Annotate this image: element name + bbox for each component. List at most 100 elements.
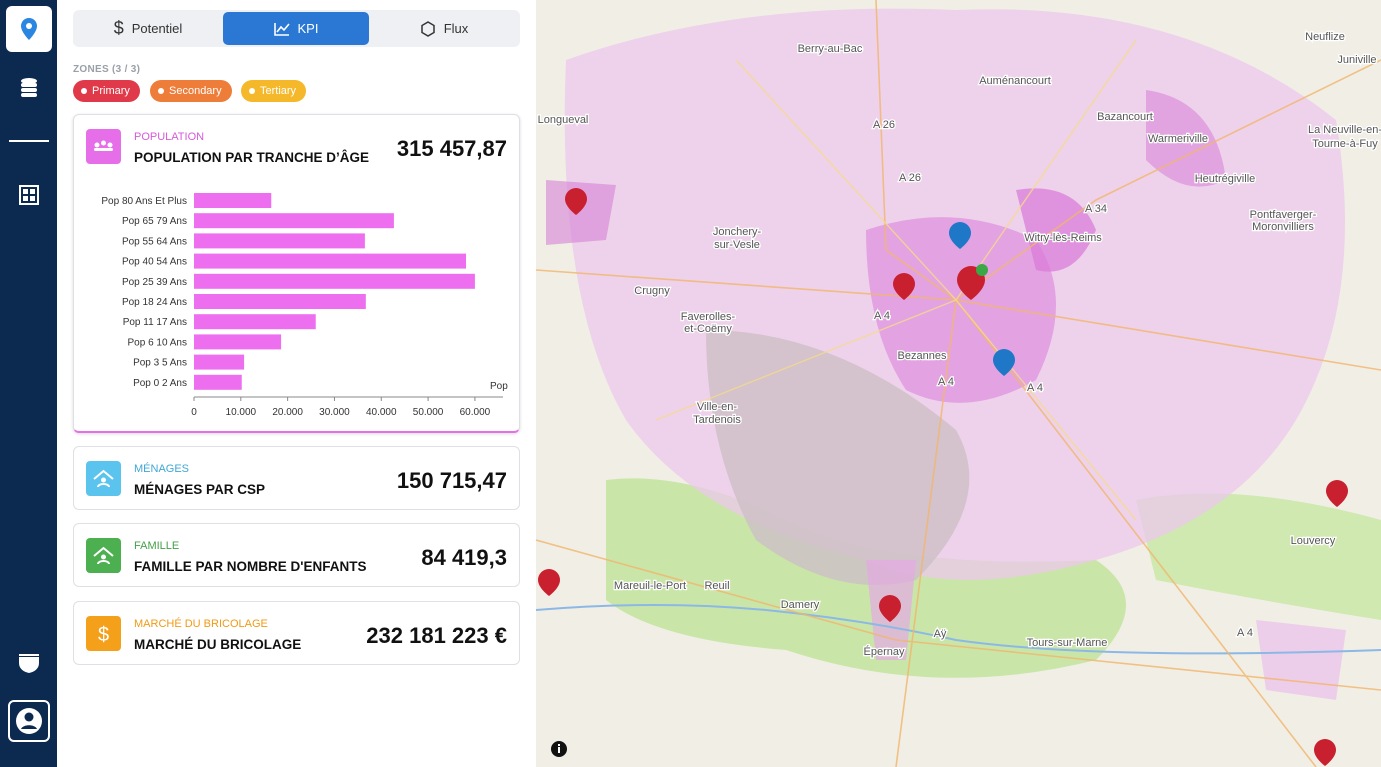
x-tick-label: 10,000 [226,407,257,415]
dashboard-nav-button[interactable] [6,172,52,218]
y-tick-label: Pop 80 Ans Et Plus [101,196,187,207]
kpi-card[interactable]: $ MARCHÉ DU BRICOLAGE MARCHÉ DU BRICOLAG… [73,601,520,665]
kpi-card[interactable]: POPULATION POPULATION PAR TRANCHE D’ÂGE … [73,114,520,433]
card-title: MÉNAGES PAR CSP [134,482,266,497]
store-marker[interactable] [957,266,985,300]
map-canvas: Berry-au-Bac Neuflize Juniville Auménancour… [536,0,1381,767]
y-tick-label: Pop 11 17 Ans [123,317,187,328]
age-bar-chart: Pop 80 Ans Et Plus Pop 65 79 Ans Pop 55 64… [101,193,508,415]
card-value: 150 715,47 [396,468,507,493]
place-label: et-Coëmy [684,323,732,335]
place-label: Mareuil-le-Port [614,580,686,592]
zone-pill[interactable]: Primary [73,80,140,102]
tab[interactable]: KPI [223,12,369,45]
store-marker[interactable] [538,569,560,596]
map[interactable]: Berry-au-Bac Neuflize Juniville Auménancour… [536,0,1381,767]
place-label: Moronvilliers [1252,221,1314,233]
card-value: 84 419,3 [421,545,507,570]
x-tick-label: 0 [191,407,197,415]
bar [194,253,467,269]
y-tick-label: Pop 65 79 Ans [122,216,187,227]
place-label: Juniville [1337,54,1376,66]
card-category: POPULATION [134,131,205,143]
y-tick-label: Pop 55 64 Ans [122,236,187,247]
shield-icon [19,654,39,673]
place-label: Louvercy [1291,535,1336,547]
card-icon [86,538,121,573]
tab-bar: $ Potentiel KPI Flux [73,10,520,47]
card-title: POPULATION PAR TRANCHE D’ÂGE [134,150,370,165]
zone-pill[interactable]: Tertiary [241,80,307,102]
bar [194,374,242,390]
bar [194,354,245,370]
place-label: Faverolles- [681,311,736,323]
hexagon-icon [420,20,435,37]
place-label: Tardenois [693,414,741,426]
store-marker[interactable] [565,188,587,215]
card-value: 315 457,87 [396,136,507,161]
bar [194,314,316,330]
place-label: Damery [781,599,820,611]
y-tick-label: Pop 3 5 Ans [133,358,187,369]
map-labels: Berry-au-Bac Neuflize Juniville Auménancour… [536,30,1381,660]
card-title: MARCHÉ DU BRICOLAGE [134,637,302,652]
place-label: Neuflize [1305,31,1345,43]
store-marker[interactable] [893,273,915,300]
card-icon: $ [86,616,121,651]
profile-button[interactable] [8,700,50,742]
place-label: Tourne-à-Fuy [1312,138,1378,150]
tab-label: Potentiel [131,21,183,36]
bar [194,213,394,229]
zone-name: Primary [92,85,130,97]
card-icon [86,461,121,496]
x-axis-label: Pop [490,381,508,392]
place-label: Auménancourt [979,75,1051,87]
map-nav-button[interactable] [6,6,52,52]
store-marker[interactable] [949,222,971,249]
user-icon [16,708,42,734]
road-label: A 4 [1027,382,1043,394]
tab[interactable]: Flux [371,12,517,45]
chart-icon [273,22,290,36]
place-label: Bazancourt [1097,111,1153,123]
road-label: A 4 [1237,627,1253,639]
badge-nav-button[interactable] [6,640,52,686]
map-background [536,0,1381,767]
x-tick-label: 60,000 [460,407,491,415]
svg-text:$: $ [98,624,109,646]
tab[interactable]: $ Potentiel [113,18,183,38]
store-marker[interactable] [993,349,1015,376]
card-category: MARCHÉ DU BRICOLAGE [134,618,268,630]
kpi-panel: $ Potentiel KPI Flux ZONES (3 / 3) Primar… [57,0,536,767]
sidebar-nav [0,0,57,767]
zone-name: Secondary [169,85,222,97]
card-category: FAMILLE [134,540,180,552]
kpi-card[interactable]: FAMILLE FAMILLE PAR NOMBRE D'ENFANTS 84 … [73,523,520,587]
map-markers [538,188,1348,766]
road-label: A 4 [938,376,954,388]
place-label: Witry-lès-Reims [1024,232,1102,244]
data-nav-button[interactable] [6,64,52,110]
card-category: MÉNAGES [134,463,190,475]
store-marker[interactable] [1314,739,1336,766]
x-tick-label: 40,000 [366,407,397,415]
grid-icon [19,185,39,205]
place-label: Aÿ [934,628,947,640]
add-marker[interactable] [976,264,988,276]
database-icon [21,78,37,97]
bar [194,193,272,208]
y-tick-label: Pop 40 54 Ans [122,257,187,268]
bar [194,233,365,249]
place-label: Reuil [704,580,729,592]
place-label: Warmeriville [1148,133,1208,145]
card-value: 232 181 223 € [366,623,507,648]
kpi-card[interactable]: MÉNAGES MÉNAGES PAR CSP 150 715,47 [73,446,520,510]
store-marker[interactable] [1326,480,1348,507]
store-marker[interactable] [879,595,901,622]
place-label: Heutrégiville [1195,173,1256,185]
zone-pill[interactable]: Secondary [150,80,232,102]
place-label: Bezannes [898,350,947,362]
place-label: Longueval [538,114,589,126]
place-label: Berry-au-Bac [798,43,863,55]
card-title: FAMILLE PAR NOMBRE D'ENFANTS [134,559,367,574]
